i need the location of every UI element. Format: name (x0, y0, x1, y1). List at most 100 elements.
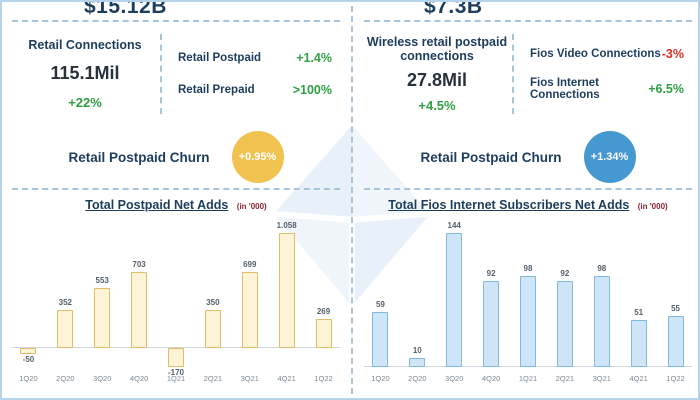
bar-2Q20 (409, 357, 426, 367)
bar-value-label: 1.058 (276, 221, 297, 230)
bar-value-label: 10 (412, 345, 422, 355)
bar-2Q21 (204, 310, 221, 349)
bar-value-label: 59 (375, 300, 385, 310)
postpaid-net-adds-chart: -50 352 553 703 -170 350 699 1.058 269 (10, 219, 342, 377)
bar-value-label: 55 (671, 303, 680, 313)
wireless-postpaid-connections-block: Wireless retail postpaid connections 27.… (362, 28, 512, 120)
chart-title-text: Total Postpaid Net Adds (85, 198, 229, 212)
chart-title-right: Total Fios Internet Subscribers Net Adds… (354, 196, 698, 215)
metric-fios-internet: Fios Internet Connections +6.5% (530, 77, 684, 101)
top-separator-right (364, 20, 692, 22)
x-axis-label: 3Q20 (93, 374, 112, 383)
bar-value-label: 92 (486, 269, 496, 279)
fios-chart-x-axis: 1Q20 2Q20 3Q20 4Q20 1Q21 2Q21 3Q21 4Q21 1Q22 (362, 367, 694, 385)
bar-3Q20 (446, 233, 463, 367)
x-axis-label: 4Q21 (629, 374, 648, 383)
bar-value-label: 98 (597, 263, 607, 273)
bar-1Q20 (20, 348, 37, 354)
bar-4Q21 (630, 319, 647, 367)
churn-circle-left: +0.95% (231, 131, 284, 183)
metric-label: Fios Internet Connections (530, 76, 600, 101)
bar-4Q20 (483, 281, 500, 367)
x-axis-label: 1Q22 (666, 374, 685, 383)
churn-section-right: Retail Postpaid Churn +1.34% (354, 126, 698, 188)
retail-connections-title: Retail Connections (28, 38, 142, 53)
top-separator-left (12, 20, 340, 22)
metric-label: Fios Video Connections (530, 48, 661, 61)
bar-1Q20 (372, 312, 389, 367)
x-axis-label: 1Q22 (314, 374, 333, 383)
bar-value-label: 98 (523, 263, 533, 273)
x-axis-label: 3Q20 (445, 374, 464, 383)
bar-value-label: 703 (132, 259, 146, 269)
business-column: $7.3B Wireless retail postpaid connectio… (354, 2, 698, 398)
bar-1Q21 (168, 348, 184, 367)
retail-connections-value: 115.1Mil (50, 63, 120, 84)
x-axis-label: 1Q21 (166, 374, 186, 383)
x-axis-label: 2Q20 (56, 374, 75, 383)
wireless-postpaid-value: 27.8Mil (406, 70, 468, 91)
metric-retail-postpaid: Retail Postpaid +1.4% (178, 51, 332, 65)
bar-3Q20 (94, 288, 111, 349)
x-axis-label: 1Q21 (518, 374, 538, 383)
x-axis-label: 4Q20 (129, 374, 149, 383)
bar-2Q21 (556, 281, 573, 367)
retail-connections-change: +22% (68, 94, 102, 110)
connections-section-left: Retail Connections 115.1Mil +22% Retail … (2, 22, 350, 120)
chart-unit-note: (in '000) (236, 202, 267, 211)
metric-label: Retail Prepaid (178, 84, 255, 97)
connections-subdivider-left (160, 34, 162, 114)
bar-value-label: 352 (58, 298, 72, 308)
x-axis-label: 2Q21 (555, 374, 575, 383)
bar-value-label: -170 (167, 368, 184, 377)
bar-4Q21 (278, 233, 295, 349)
x-axis-label: 3Q21 (592, 374, 611, 383)
wireless-postpaid-title: Wireless retail postpaid connections (366, 34, 508, 64)
connections-subdivider-right (512, 34, 514, 114)
chart-separator-right (364, 188, 692, 190)
bar-1Q22 (315, 319, 332, 349)
metric-fios-video: Fios Video Connections -3% (530, 47, 684, 61)
watermark-logo (276, 125, 428, 303)
bar-2Q20 (57, 310, 74, 349)
bar-3Q21 (241, 272, 258, 349)
chart-title-left: Total Postpaid Net Adds (in '000) (2, 196, 350, 215)
churn-label-left: Retail Postpaid Churn (68, 149, 210, 165)
churn-label-right: Retail Postpaid Churn (420, 149, 562, 165)
bar-1Q22 (667, 315, 684, 367)
bar-3Q21 (593, 275, 610, 367)
bar-value-label: 51 (634, 307, 644, 317)
metric-retail-prepaid: Retail Prepaid >100% (178, 83, 332, 97)
churn-section-left: Retail Postpaid Churn +0.95% (2, 126, 350, 188)
x-axis-label: 4Q21 (277, 374, 296, 383)
metric-value: -3% (661, 47, 684, 62)
x-axis-label: 1Q20 (19, 374, 38, 383)
x-axis-label: 1Q20 (371, 374, 390, 383)
metric-value: >100% (292, 83, 332, 98)
bar-value-label: 269 (316, 307, 331, 317)
bar-value-label: -50 (22, 354, 35, 364)
top-metric-left: $15.12B (2, 2, 350, 20)
bar-4Q20 (131, 271, 148, 349)
x-axis-label: 3Q21 (240, 374, 259, 383)
chart-unit-note: (in '000) (637, 202, 668, 211)
retail-metrics-block: Retail Postpaid +1.4% Retail Prepaid >10… (162, 28, 342, 120)
x-axis-label: 2Q20 (408, 374, 427, 383)
consumer-column: $15.12B Retail Connections 115.1Mil +22%… (2, 2, 350, 398)
churn-circle-right: +1.34% (583, 131, 636, 183)
metric-value: +6.5% (648, 81, 684, 96)
top-metric-right-value: $7.3B (424, 2, 483, 18)
retail-connections-block: Retail Connections 115.1Mil +22% (10, 28, 160, 120)
top-metric-left-value: $15.12B (84, 2, 167, 18)
x-axis-line (12, 347, 340, 349)
fios-net-adds-chart: 59 10 144 92 98 92 98 51 55 (362, 219, 694, 367)
bar-value-label: 553 (95, 276, 109, 286)
center-divider (351, 6, 353, 394)
x-axis-label: 4Q20 (481, 374, 501, 383)
postpaid-chart-x-axis: 1Q20 2Q20 3Q20 4Q20 1Q21 2Q21 3Q21 4Q21 1Q22 (10, 367, 342, 385)
wireless-postpaid-change: +4.5% (418, 98, 456, 114)
chart-separator-left (12, 188, 340, 190)
x-axis-label: 2Q21 (203, 374, 223, 383)
fios-metrics-block: Fios Video Connections -3% Fios Internet… (514, 28, 694, 120)
